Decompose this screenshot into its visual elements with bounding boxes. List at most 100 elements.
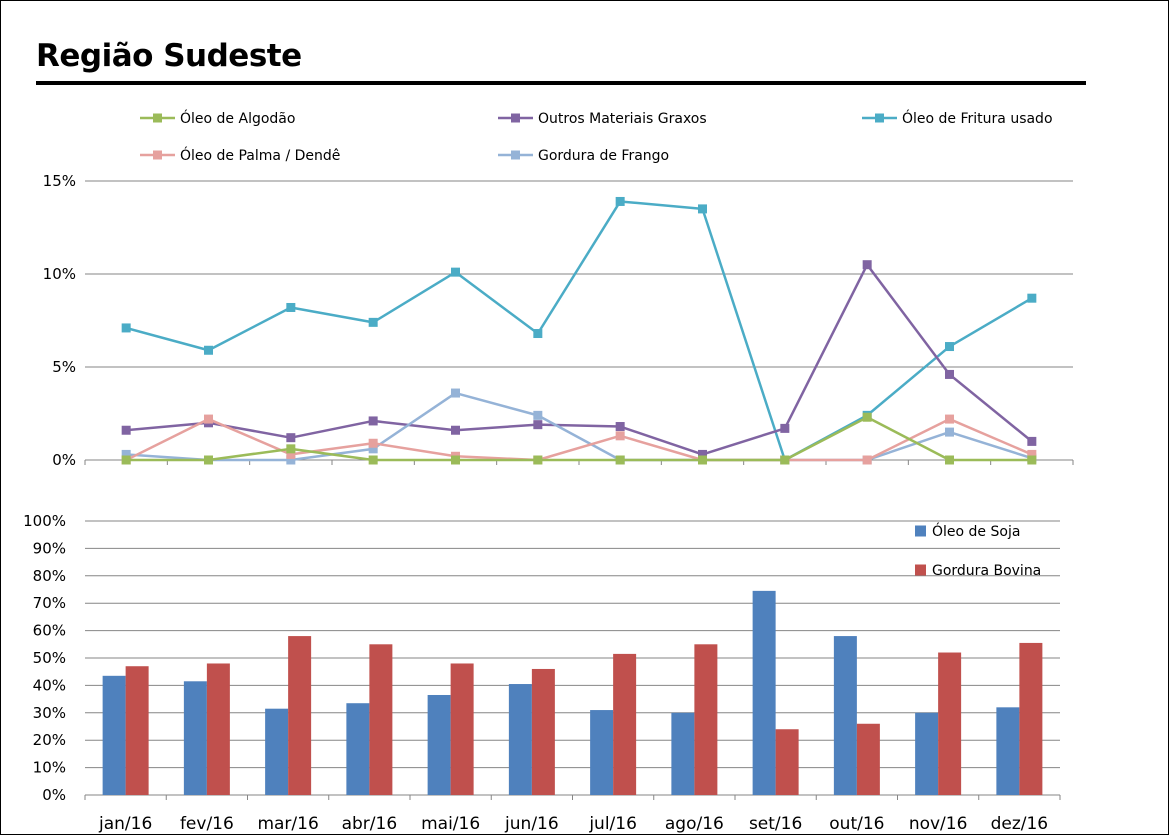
line-series-0 [126, 415, 1032, 462]
line-point [615, 422, 625, 432]
title-rule [36, 81, 1086, 85]
bar-1 [450, 663, 474, 795]
bar-chart: 0% 10% 20% 30% 40% 50% 60% 70% 80% 90% 100% jan/16 f… [23, 512, 1061, 834]
x-tick-label: nov/16 [909, 814, 968, 834]
legend-marker-2 [875, 113, 884, 123]
x-tick-label: abr/16 [342, 814, 398, 834]
bar-chart-y-tick-label: 40% [33, 676, 66, 694]
bar-0 [915, 712, 939, 795]
line-point [945, 342, 954, 352]
line-point [451, 455, 460, 465]
line-point [615, 196, 625, 206]
x-tick-label: dez/16 [991, 814, 1049, 834]
line-point [615, 431, 625, 441]
bar-0 [996, 707, 1020, 795]
line-point [533, 410, 543, 420]
bar-0 [590, 710, 614, 795]
line-point [1027, 293, 1037, 303]
line-series-1 [126, 263, 1033, 456]
legend-marker-3 [153, 150, 162, 160]
line-point [451, 388, 460, 398]
line-point [780, 455, 790, 465]
legend-label-1: Outros Materiais Graxos [538, 111, 707, 127]
line-point [204, 455, 213, 465]
x-tick-label: jun/16 [504, 814, 559, 834]
x-tick-label: ago/16 [665, 814, 724, 834]
line-point [286, 302, 296, 312]
legend-label-3: Óleo de Palma / Dendê [180, 146, 340, 164]
line-point [286, 455, 296, 465]
line-point [533, 329, 543, 339]
line-point [945, 414, 954, 424]
bar-0 [427, 694, 451, 795]
bar-0 [265, 708, 289, 795]
bar-chart-y-tick-label: 0% [42, 786, 66, 804]
line-point [698, 204, 707, 214]
bar-1 [856, 723, 880, 795]
line-point [1027, 449, 1037, 459]
bar-1 [206, 663, 230, 795]
line-point [451, 267, 460, 277]
x-tick-label: mai/16 [421, 814, 480, 834]
line-chart-y-tick-label: 5% [52, 358, 76, 376]
line-point [862, 260, 872, 270]
x-tick-label: out/16 [829, 814, 884, 834]
legend-label-2: Óleo de Fritura usado [902, 109, 1053, 127]
line-point [368, 455, 378, 465]
x-tick-label: fev/16 [180, 814, 234, 834]
line-point [204, 414, 213, 424]
bar-chart-y-tick-label: 20% [33, 731, 66, 749]
line-point [533, 455, 543, 465]
x-tick-label: jan/16 [98, 814, 152, 834]
page-title: Região Sudeste [36, 38, 302, 74]
line-point [368, 444, 378, 454]
line-point [945, 455, 954, 465]
line-series-2 [125, 200, 1033, 462]
legend-marker-4 [511, 150, 520, 160]
line-point [615, 455, 625, 465]
bar-0 [102, 675, 126, 795]
legend-marker-0 [153, 113, 162, 123]
bar-legend-label-0: Óleo de Soja [932, 522, 1020, 540]
bar-chart-y-tick-label: 90% [33, 539, 66, 557]
bar-0 [752, 590, 776, 795]
bar-chart-y-tick-label: 60% [33, 622, 66, 640]
line-point [451, 425, 460, 435]
line-point [286, 433, 296, 443]
line-point [780, 423, 790, 433]
legend-marker-1 [511, 113, 520, 123]
line-point [204, 345, 213, 355]
bar-1 [938, 652, 962, 795]
line-point [368, 317, 378, 327]
line-point [945, 427, 954, 437]
line-point [121, 449, 131, 459]
line-point [1027, 455, 1037, 465]
bar-1 [613, 653, 637, 795]
legend-label-0: Óleo de Algodão [180, 109, 295, 127]
bar-chart-y-tick-label: 100% [23, 512, 66, 530]
bar-0 [833, 636, 857, 795]
line-chart-y-tick-label: 0% [52, 451, 76, 469]
line-point [1027, 436, 1037, 446]
bar-0 [346, 703, 370, 795]
line-point [286, 449, 296, 459]
line-point [533, 420, 543, 430]
line-chart-y-tick-label: 10% [43, 265, 76, 283]
bar-1 [1019, 642, 1043, 795]
bar-1 [125, 666, 149, 795]
x-tick-label: mar/16 [257, 814, 318, 834]
bar-1 [369, 644, 393, 795]
legend-label-4: Gordura de Frango [538, 148, 669, 164]
bar-chart-y-tick-label: 50% [33, 649, 66, 667]
bar-chart-y-tick-label: 80% [33, 567, 66, 585]
line-point [862, 412, 872, 422]
bar-legend-marker-1 [915, 564, 926, 576]
line-point [698, 455, 707, 465]
line-point [121, 425, 131, 435]
bar-legend-label-1: Gordura Bovina [932, 563, 1041, 579]
x-tick-label: jul/16 [588, 814, 637, 834]
bar-0 [183, 681, 207, 795]
line-series-4 [126, 391, 1033, 462]
